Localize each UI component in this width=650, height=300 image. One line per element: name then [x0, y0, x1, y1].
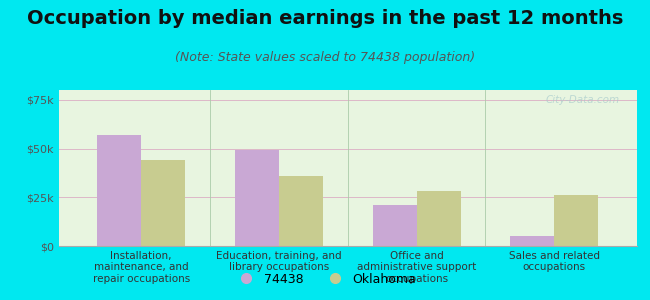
Bar: [372, 205, 417, 246]
Text: (Note: State values scaled to 74438 population): (Note: State values scaled to 74438 popu…: [175, 51, 475, 64]
Text: City-Data.com: City-Data.com: [545, 95, 619, 105]
Bar: [141, 160, 185, 246]
Legend: 74438, Oklahoma: 74438, Oklahoma: [229, 268, 421, 291]
Bar: [97, 135, 141, 246]
Bar: [235, 150, 279, 246]
Bar: [417, 191, 461, 246]
Bar: [279, 176, 323, 246]
Bar: [510, 236, 554, 246]
Bar: [554, 195, 599, 246]
Text: Occupation by median earnings in the past 12 months: Occupation by median earnings in the pas…: [27, 9, 623, 28]
